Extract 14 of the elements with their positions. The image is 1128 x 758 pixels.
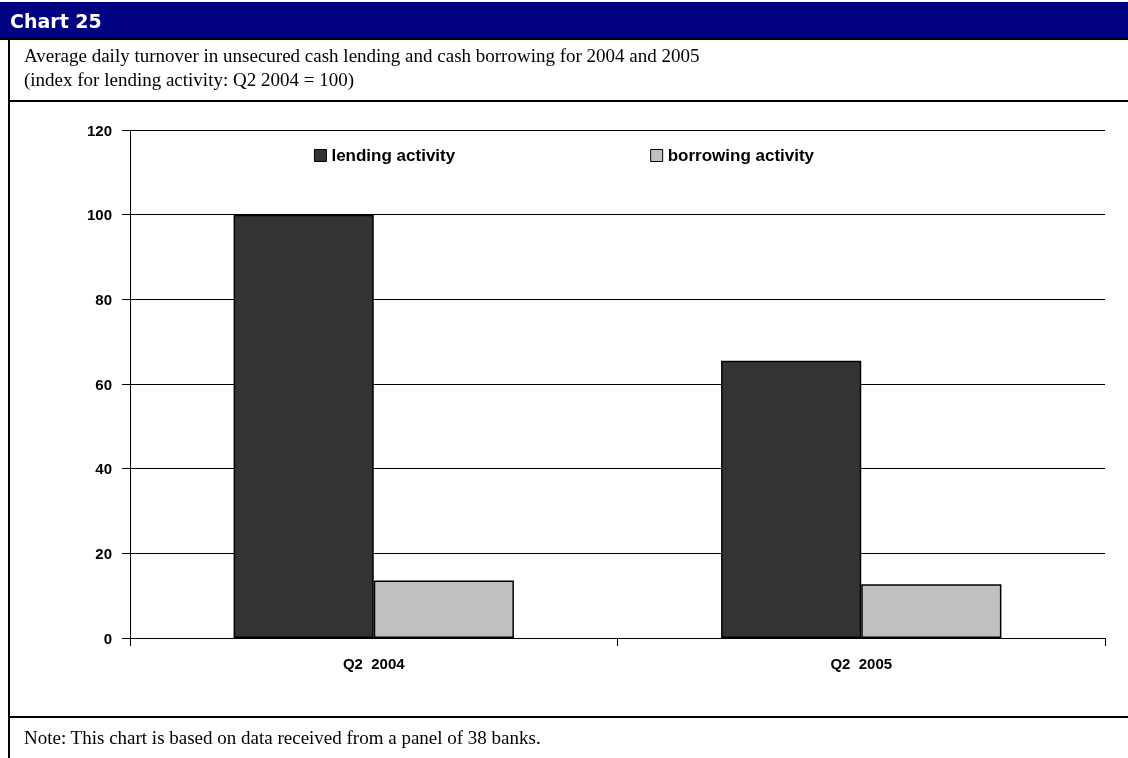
y-tick-label: 60 xyxy=(95,375,112,393)
y-tick-label: 0 xyxy=(103,629,112,647)
x-tick-label: Q2 2005 xyxy=(830,655,893,672)
y-tick-label: 20 xyxy=(95,544,112,562)
text: Note: This chart is based on data received from a panel of 38 banks. xyxy=(24,727,541,749)
legend-label: lending activity xyxy=(331,146,456,165)
y-tick-label: 40 xyxy=(95,460,112,478)
chart-title: Chart 25 xyxy=(10,10,102,32)
y-tick-label: 100 xyxy=(86,206,112,224)
y-tick-label: 120 xyxy=(86,121,112,139)
x-tick-label: Q2 2004 xyxy=(342,655,406,672)
y-tick-label: 80 xyxy=(95,290,112,308)
chart-subtitle: Average daily turnover in unsecured cash lending and cash borrowing for 2004 and 2005 (index for lending activity: Q2 2004 = 100) xyxy=(24,44,700,92)
legend-label: borrowing activity xyxy=(667,146,815,165)
